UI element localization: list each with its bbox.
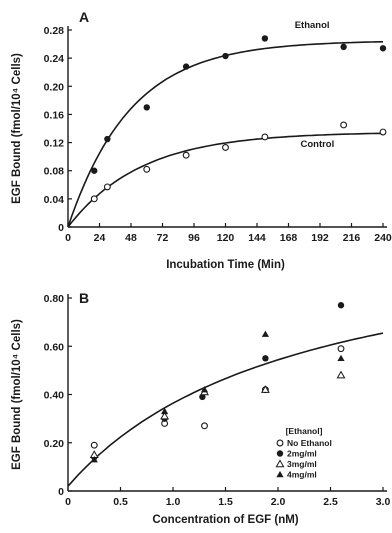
legend-marker-no-ethanol bbox=[276, 439, 284, 447]
legend-label-2mg-ml: 2mg/ml bbox=[287, 449, 317, 459]
data-point-ethanol bbox=[379, 45, 387, 52]
y-tick-label: 0.20 bbox=[44, 438, 65, 450]
data-point-4mg-ml bbox=[90, 456, 98, 463]
x-tick-label: 192 bbox=[311, 232, 329, 244]
x-tick-label: 1.0 bbox=[166, 496, 181, 508]
y-axis-title: EGF Bound (fmol/10⁴ Cells) bbox=[11, 53, 23, 204]
series-label-control: Control bbox=[300, 139, 334, 150]
y-tick-label: 0.28 bbox=[44, 25, 65, 37]
legend-marker-4mg-ml bbox=[276, 470, 284, 478]
legend-label-4mg-ml: 4mg/ml bbox=[287, 470, 317, 480]
y-tick-label: 0 bbox=[58, 222, 64, 234]
data-point-no-ethanol bbox=[90, 441, 98, 449]
x-tick-label: 2.0 bbox=[271, 496, 286, 508]
data-point-4mg-ml bbox=[261, 330, 269, 337]
data-point-4mg-ml bbox=[337, 354, 345, 362]
data-point-ethanol bbox=[143, 104, 150, 111]
data-point-no-ethanol bbox=[201, 422, 208, 430]
data-point-control bbox=[143, 165, 151, 173]
y-tick-label: 0.20 bbox=[44, 81, 65, 93]
x-tick-label: 240 bbox=[374, 232, 392, 244]
x-tick-label: 0 bbox=[65, 496, 71, 508]
y-tick-label: 0.60 bbox=[44, 341, 65, 353]
data-point-control bbox=[261, 133, 269, 141]
y-tick-label: 0.40 bbox=[44, 390, 65, 402]
panel-label: B bbox=[79, 290, 89, 306]
x-tick-label: 48 bbox=[125, 232, 137, 244]
data-point-2mg-ml bbox=[199, 393, 206, 401]
data-point-control bbox=[103, 183, 111, 191]
y-tick-label: 0.80 bbox=[44, 293, 65, 305]
fit-curve-control bbox=[67, 132, 384, 228]
x-tick-label: 144 bbox=[248, 232, 266, 244]
y-tick-label: 0.16 bbox=[44, 109, 65, 121]
data-point-control bbox=[379, 128, 387, 136]
x-tick-label: 1.5 bbox=[218, 496, 233, 508]
panel-b: 0 0.5 1.0 1.5 2.0 2.5 3.0 0 0.20 0.40 0.60 0.80 Conc… bbox=[11, 290, 390, 526]
x-axis-title: Concentration of EGF (nM) bbox=[152, 514, 298, 526]
x-tick-label: 216 bbox=[343, 232, 361, 244]
x-tick-label: 3.0 bbox=[376, 496, 391, 508]
x-tick-label: 0.5 bbox=[113, 496, 128, 508]
x-tick-label: 0 bbox=[65, 232, 71, 244]
data-point-2mg-ml bbox=[337, 302, 345, 309]
data-point-3mg-ml bbox=[260, 385, 270, 393]
data-point-ethanol bbox=[182, 63, 190, 70]
legend-marker-2mg-ml bbox=[276, 450, 284, 457]
data-point-control bbox=[182, 151, 190, 159]
data-point-control bbox=[222, 144, 229, 151]
data-point-ethanol bbox=[222, 52, 229, 60]
y-axis-title: EGF Bound (fmol/10⁴ Cells) bbox=[11, 319, 23, 470]
legend-label-no-ethanol: No Ethanol bbox=[287, 438, 332, 448]
data-point-4mg-ml bbox=[200, 386, 209, 393]
y-tick-label: 0.24 bbox=[44, 53, 65, 65]
x-tick-label: 2.5 bbox=[323, 496, 338, 508]
data-point-ethanol bbox=[340, 43, 347, 51]
fit-curve bbox=[67, 332, 384, 487]
legend-title: [Ethanol] bbox=[286, 426, 323, 436]
x-tick-label: 96 bbox=[188, 232, 200, 244]
data-point-ethanol bbox=[104, 135, 111, 143]
x-tick-label: 120 bbox=[217, 232, 235, 244]
data-point-2mg-ml bbox=[262, 355, 269, 362]
x-tick-label: 72 bbox=[157, 232, 169, 244]
panel-label: A bbox=[79, 9, 89, 25]
panel-a: 0 24 48 72 96 120 144 168 192 216 240 0 0.04 0.08 0.12… bbox=[11, 9, 392, 271]
data-point-3mg-ml bbox=[336, 370, 346, 379]
x-tick-label: 168 bbox=[280, 232, 298, 244]
y-tick-label: 0.08 bbox=[44, 166, 65, 178]
x-axis-title: Incubation Time (Min) bbox=[166, 259, 285, 271]
data-point-control bbox=[340, 121, 348, 129]
y-tick-label: 0.12 bbox=[44, 138, 65, 150]
data-point-no-ethanol bbox=[337, 345, 345, 353]
data-point-3mg-ml bbox=[160, 411, 170, 420]
data-point-ethanol bbox=[261, 35, 269, 42]
legend-label-3mg-ml: 3mg/ml bbox=[287, 459, 317, 469]
y-tick-label: 0 bbox=[58, 486, 64, 498]
legend-marker-3mg-ml bbox=[275, 459, 285, 468]
y-tick-label: 0.04 bbox=[44, 194, 65, 206]
series-label-ethanol: Ethanol bbox=[295, 20, 330, 31]
x-tick-label: 24 bbox=[94, 232, 106, 244]
data-point-ethanol bbox=[91, 167, 98, 174]
data-point-4mg-ml bbox=[161, 407, 169, 415]
data-point-control bbox=[90, 195, 98, 203]
